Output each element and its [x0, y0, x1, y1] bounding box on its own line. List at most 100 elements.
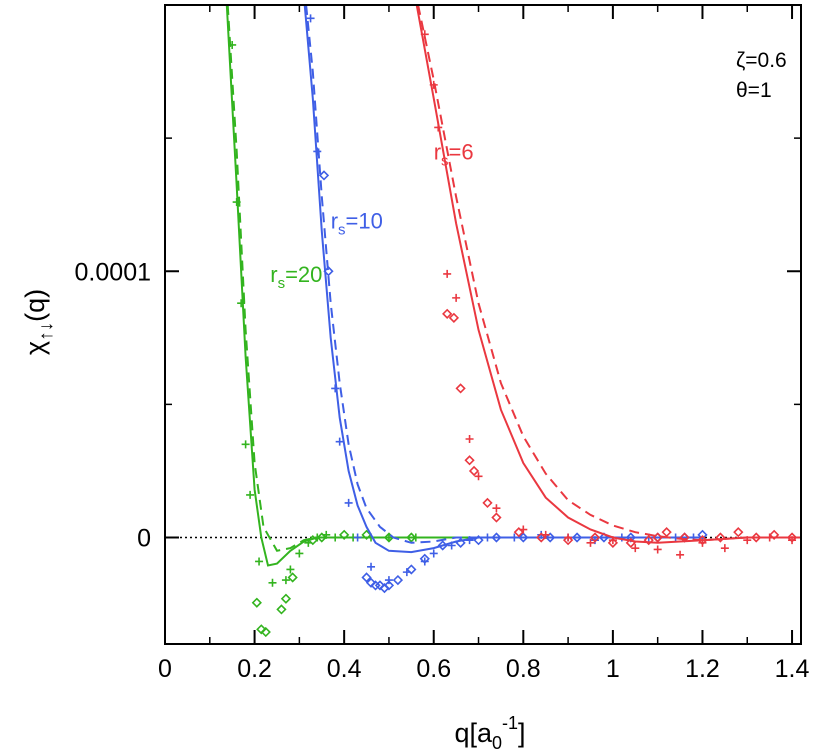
series-2-diamond-point — [733, 527, 744, 538]
series-2-label: rs=6 — [434, 139, 474, 169]
series-1-cross-point — [510, 533, 519, 542]
series-2-cross-point — [743, 536, 752, 545]
series-1-cross-point — [367, 562, 376, 571]
x-tick-label-7: 1.4 — [775, 655, 810, 683]
series-2-diamond-point — [448, 312, 460, 323]
series-2-cross-point — [492, 504, 501, 513]
series-1-cross-point — [344, 498, 353, 507]
y-axis-label-sub: ↑↓ — [36, 322, 57, 341]
series-1-diamond-point — [361, 572, 372, 583]
series-2-cross-point — [429, 80, 438, 89]
series-0-diamond-point — [280, 593, 292, 604]
series-2-diamond-point — [751, 532, 762, 543]
series-1-diamond-point — [518, 532, 529, 543]
x-tick-label-6: 1.2 — [685, 655, 720, 683]
series-1-cross-point — [483, 533, 492, 542]
series-1-diamond-point — [545, 532, 556, 543]
series-0-cross-point — [237, 299, 246, 308]
series-0-cross-point — [286, 565, 295, 574]
series-2-diamond-point — [661, 527, 672, 538]
series-1-cross-point — [331, 384, 340, 393]
series-0-cross-point — [313, 533, 322, 542]
series-0-cross-point — [411, 533, 420, 542]
x-tick-label-2: 0.4 — [327, 655, 362, 683]
series-2-diamond-point — [625, 537, 636, 548]
series-0-cross-point — [232, 198, 241, 207]
series-1-cross-point — [313, 147, 322, 156]
series-2-diamond-point — [768, 529, 780, 540]
series-1-diamond-point — [406, 564, 417, 575]
series-2-cross-point — [474, 472, 483, 481]
series-1-cross-point — [335, 437, 344, 446]
series-2-cross-point — [420, 30, 429, 39]
series-1-diamond-point — [491, 532, 502, 543]
series-1-diamond-point — [374, 580, 386, 591]
series-1-diamond-point — [383, 580, 395, 591]
series-1-diamond-point — [571, 532, 583, 543]
series-2-cross-point — [653, 545, 662, 554]
series-2-diamond-point — [468, 465, 480, 477]
series-0-diamond-point — [339, 529, 350, 540]
series-0-diamond-point — [406, 532, 417, 543]
series-0-dashed-line — [226, 5, 434, 552]
y-axis-label-main: χ — [20, 341, 50, 355]
series-0-cross-point — [281, 576, 290, 585]
series-1-cross-point — [429, 549, 438, 558]
series-2-diamond-point — [482, 497, 493, 509]
series-2-diamond-point — [513, 527, 524, 538]
series-2-solid-line — [415, 5, 801, 544]
y-axis-label-tail: (q) — [20, 289, 50, 322]
series-0-label: rs=20 — [270, 262, 322, 292]
series-2-diamond-point — [455, 383, 466, 394]
series-2-cross-point — [541, 530, 550, 539]
x-axis-label: q[a0-1] — [454, 713, 525, 753]
series-2-cross-point — [676, 550, 685, 559]
series-2-diamond-point — [562, 535, 574, 546]
y-tick-label-1: 0.0001 — [75, 258, 151, 286]
series-2-cross-point — [465, 434, 474, 443]
x-tick-label-1: 0.2 — [237, 655, 272, 683]
series-0-diamond-point — [316, 532, 327, 543]
series-1-cross-point — [402, 568, 411, 577]
series-2-diamond-point — [442, 308, 453, 319]
series-0-solid-line — [225, 5, 479, 567]
series-0-diamond-point — [307, 535, 318, 546]
x-tick-label-0: 0 — [158, 655, 172, 683]
series-1-cross-point — [447, 541, 456, 550]
series-0 — [225, 5, 479, 638]
series-0-cross-point — [322, 530, 331, 539]
series-layer — [225, 5, 801, 638]
x-axis-label-sup: -1 — [502, 713, 518, 733]
series-1-cross-point — [617, 533, 626, 542]
x-axis-label-close: ] — [518, 718, 526, 748]
series-1-dashed-line — [305, 5, 613, 544]
series-1-diamond-point — [455, 537, 466, 548]
series-2-diamond-point — [643, 535, 654, 546]
series-2-cross-point — [586, 538, 595, 547]
series-0-cross-point — [241, 440, 250, 449]
series-2-cross-point — [443, 269, 452, 278]
series-0-cross-point — [246, 490, 255, 499]
series-2 — [415, 5, 801, 559]
series-1-cross-point — [384, 576, 393, 585]
series-0-cross-point — [228, 40, 237, 49]
y-tick-label-0: 0 — [137, 525, 151, 553]
series-0-cross-point — [268, 578, 277, 587]
series-0-diamond-point — [287, 572, 298, 583]
series-0-cross-point — [384, 533, 393, 542]
param-zeta-label: ζ=0.6 — [736, 49, 787, 72]
series-2-diamond-point — [589, 532, 601, 543]
series-2-cross-point — [698, 538, 707, 547]
series-1-diamond-point — [318, 170, 330, 181]
series-2-diamond-point — [491, 512, 502, 523]
series-2-diamond-point — [464, 455, 475, 466]
x-tick-label-4: 0.8 — [506, 655, 541, 683]
series-1-label: rs=10 — [331, 209, 383, 239]
series-0-cross-point — [295, 549, 304, 558]
series-2-diamond-point — [536, 532, 547, 543]
series-2-cross-point — [608, 536, 617, 545]
series-0-cross-point — [331, 533, 340, 542]
x-tick-label-3: 0.6 — [416, 655, 451, 683]
plot-background — [165, 5, 801, 644]
